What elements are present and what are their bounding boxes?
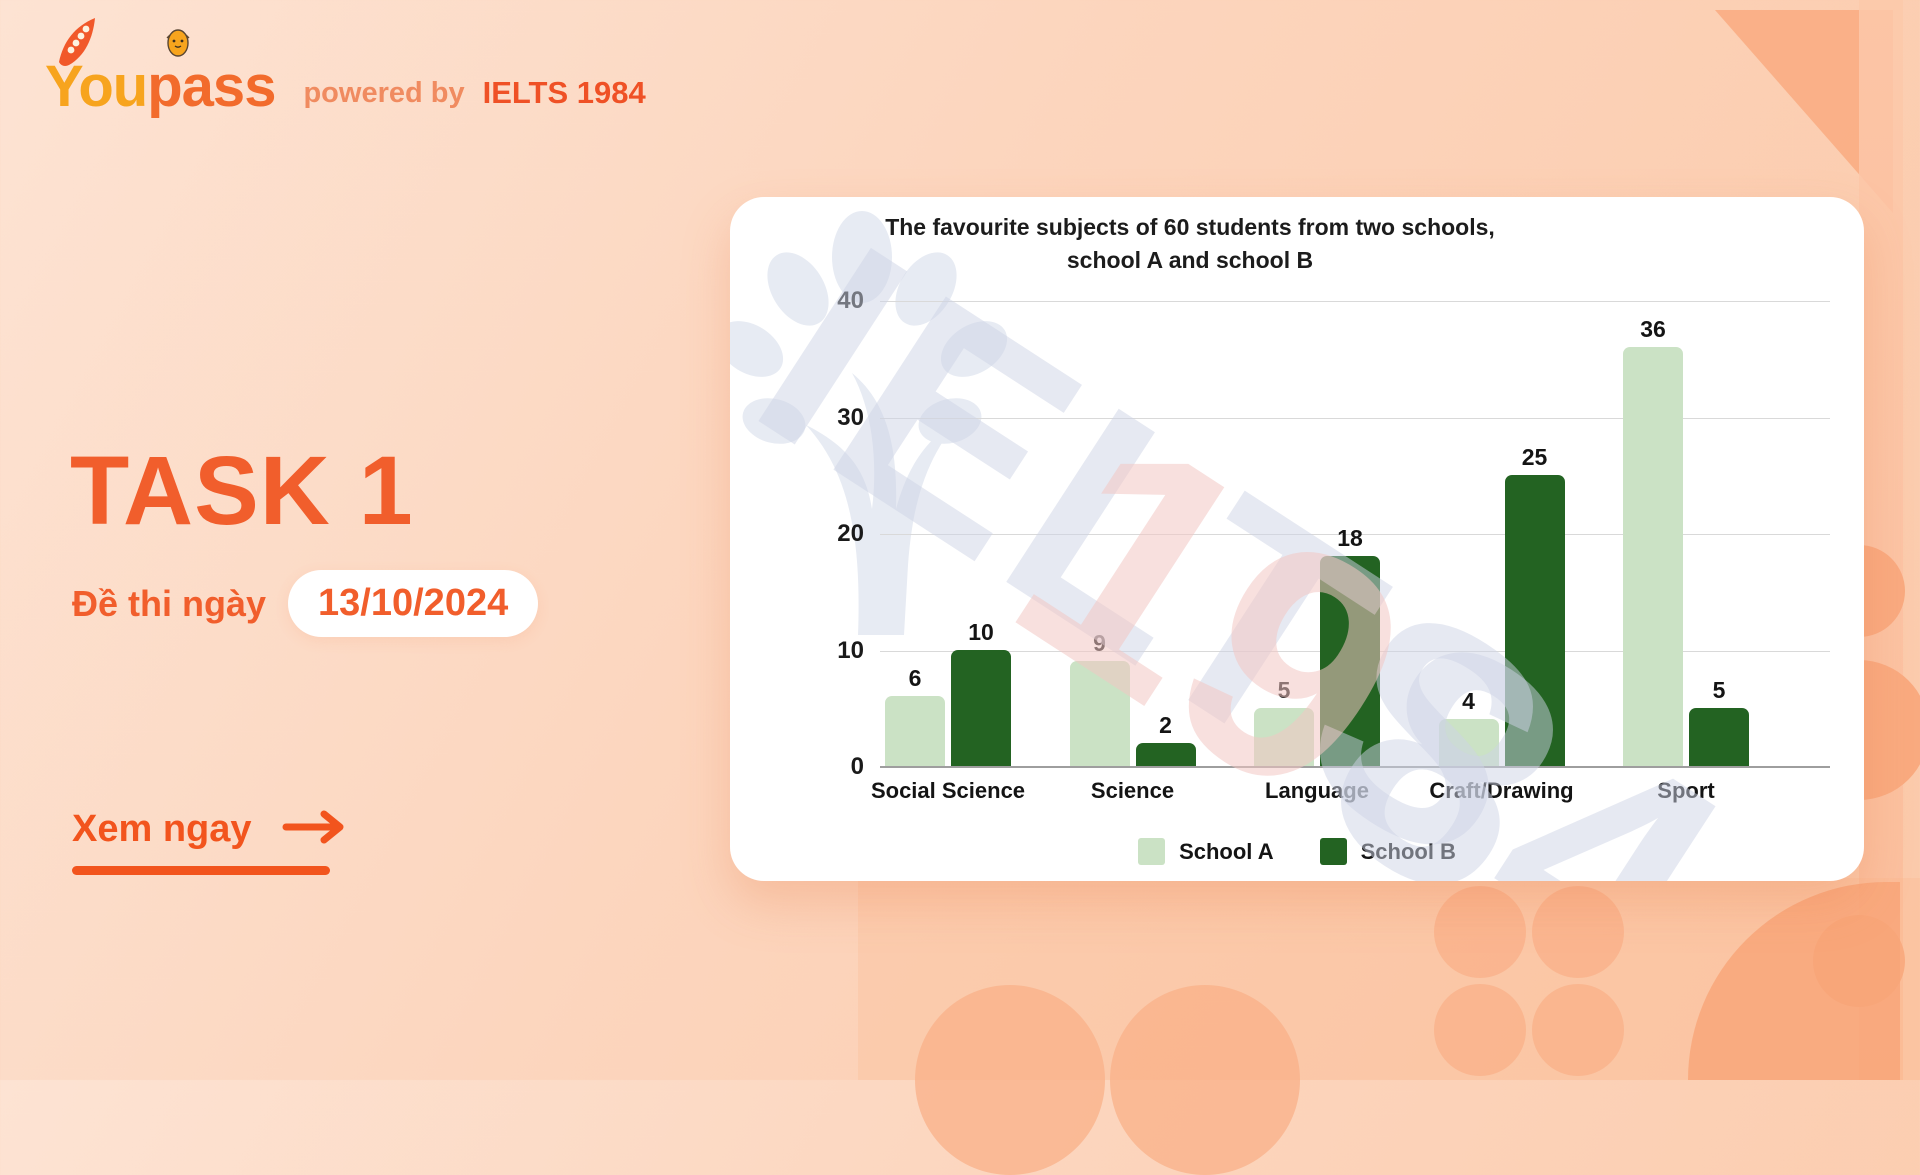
cta-label[interactable]: Xem ngay [72, 808, 252, 850]
bar-school-b: 5 [1689, 677, 1749, 766]
bar-value-label: 25 [1521, 443, 1548, 470]
y-tick-label: 10 [837, 636, 864, 664]
task-title: TASK 1 [70, 436, 414, 545]
brand-logo: Youpass powered by IELTS 1984 [45, 18, 646, 119]
bar-school-a: 4 [1438, 688, 1499, 766]
exam-date-label: Đề thi ngày [72, 582, 267, 624]
category-label: Science [1090, 778, 1175, 803]
arrow-right-icon [282, 810, 348, 849]
circle-decoration [1532, 984, 1624, 1076]
legend-swatch [1138, 838, 1166, 865]
powered-by-text: powered by [303, 77, 465, 109]
legend-item: School B [1319, 838, 1456, 865]
chart-title-line2: school A and school B [1066, 247, 1314, 273]
circle-decoration [915, 985, 1105, 1175]
brand-name: Youpass [45, 44, 276, 119]
legend-label: School A [1179, 838, 1274, 864]
bar-group: 36 5 [1623, 316, 1749, 766]
gridline [880, 417, 1830, 419]
y-tick-label: 20 [837, 520, 864, 547]
category-label: Sport [1657, 778, 1715, 803]
cta-underline [72, 866, 330, 875]
brand-name-you: You [45, 54, 148, 119]
gridline [880, 301, 1830, 302]
bar-school-b: 10 [951, 619, 1011, 766]
gridline [880, 534, 1830, 535]
bar-school-a: 5 [1254, 677, 1314, 766]
chart-title: The favourite subjects of 60 students fr… [730, 211, 1650, 277]
partner-name: IELTS 1984 [482, 75, 646, 110]
bar-school-a: 36 [1623, 316, 1683, 766]
bar-school-a: 6 [885, 665, 945, 766]
category-label: Language [1265, 778, 1369, 803]
bar-school-b: 18 [1320, 525, 1380, 766]
bar-value-label: 10 [968, 618, 994, 645]
bar-group: 5 18 [1254, 525, 1380, 766]
y-tick-label: 30 [837, 403, 864, 431]
legend-item: School A [1138, 838, 1274, 865]
bar-group: 6 10 [885, 619, 1011, 766]
y-tick-label: 0 [850, 753, 864, 780]
bar-value-label: 5 [1277, 676, 1291, 703]
bar-school-b: 2 [1135, 712, 1196, 766]
category-label: Craft/Drawing [1429, 778, 1574, 803]
chart-card: IELTS 1984 The favourite subjects of 60 … [730, 197, 1864, 881]
bar-value-label: 5 [1712, 676, 1726, 703]
legend-label: School B [1360, 838, 1456, 864]
chart-title-line1: The favourite subjects of 60 students fr… [885, 214, 1495, 240]
exam-date-row: Đề thi ngày 13/10/2024 [72, 570, 539, 637]
circle-decoration [1110, 985, 1300, 1175]
bar-value-label: 4 [1462, 688, 1475, 715]
bean-mascot-icon [165, 26, 191, 63]
y-tick-label: 40 [837, 287, 864, 314]
chart-legend: School A School B [730, 838, 1864, 865]
circle-decoration [1434, 984, 1526, 1076]
bar-value-label: 36 [1640, 315, 1666, 342]
brand-name-pass: pass [147, 54, 276, 119]
pea-pod-icon [41, 16, 99, 73]
bar-school-a: 9 [1069, 630, 1130, 766]
bar-value-label: 6 [908, 665, 922, 692]
bar-value-label: 9 [1093, 630, 1106, 657]
category-label: Social Science [870, 778, 1026, 803]
gridline [880, 766, 1830, 768]
legend-swatch [1319, 838, 1347, 865]
bar-chart-plot-area: 0 10 20 30 40 6 10 Social Science 9 2 Science 5 18 La… [837, 287, 1830, 803]
circle-decoration [1434, 886, 1526, 978]
circle-decoration [1532, 886, 1624, 978]
bar-school-b: 25 [1504, 444, 1565, 766]
cta-link[interactable]: Xem ngay [72, 808, 348, 851]
bar-value-label: 18 [1337, 525, 1363, 552]
exam-date-badge: 13/10/2024 [288, 570, 539, 637]
bar-group: 4 25 [1438, 444, 1565, 766]
bar-value-label: 2 [1159, 711, 1172, 738]
